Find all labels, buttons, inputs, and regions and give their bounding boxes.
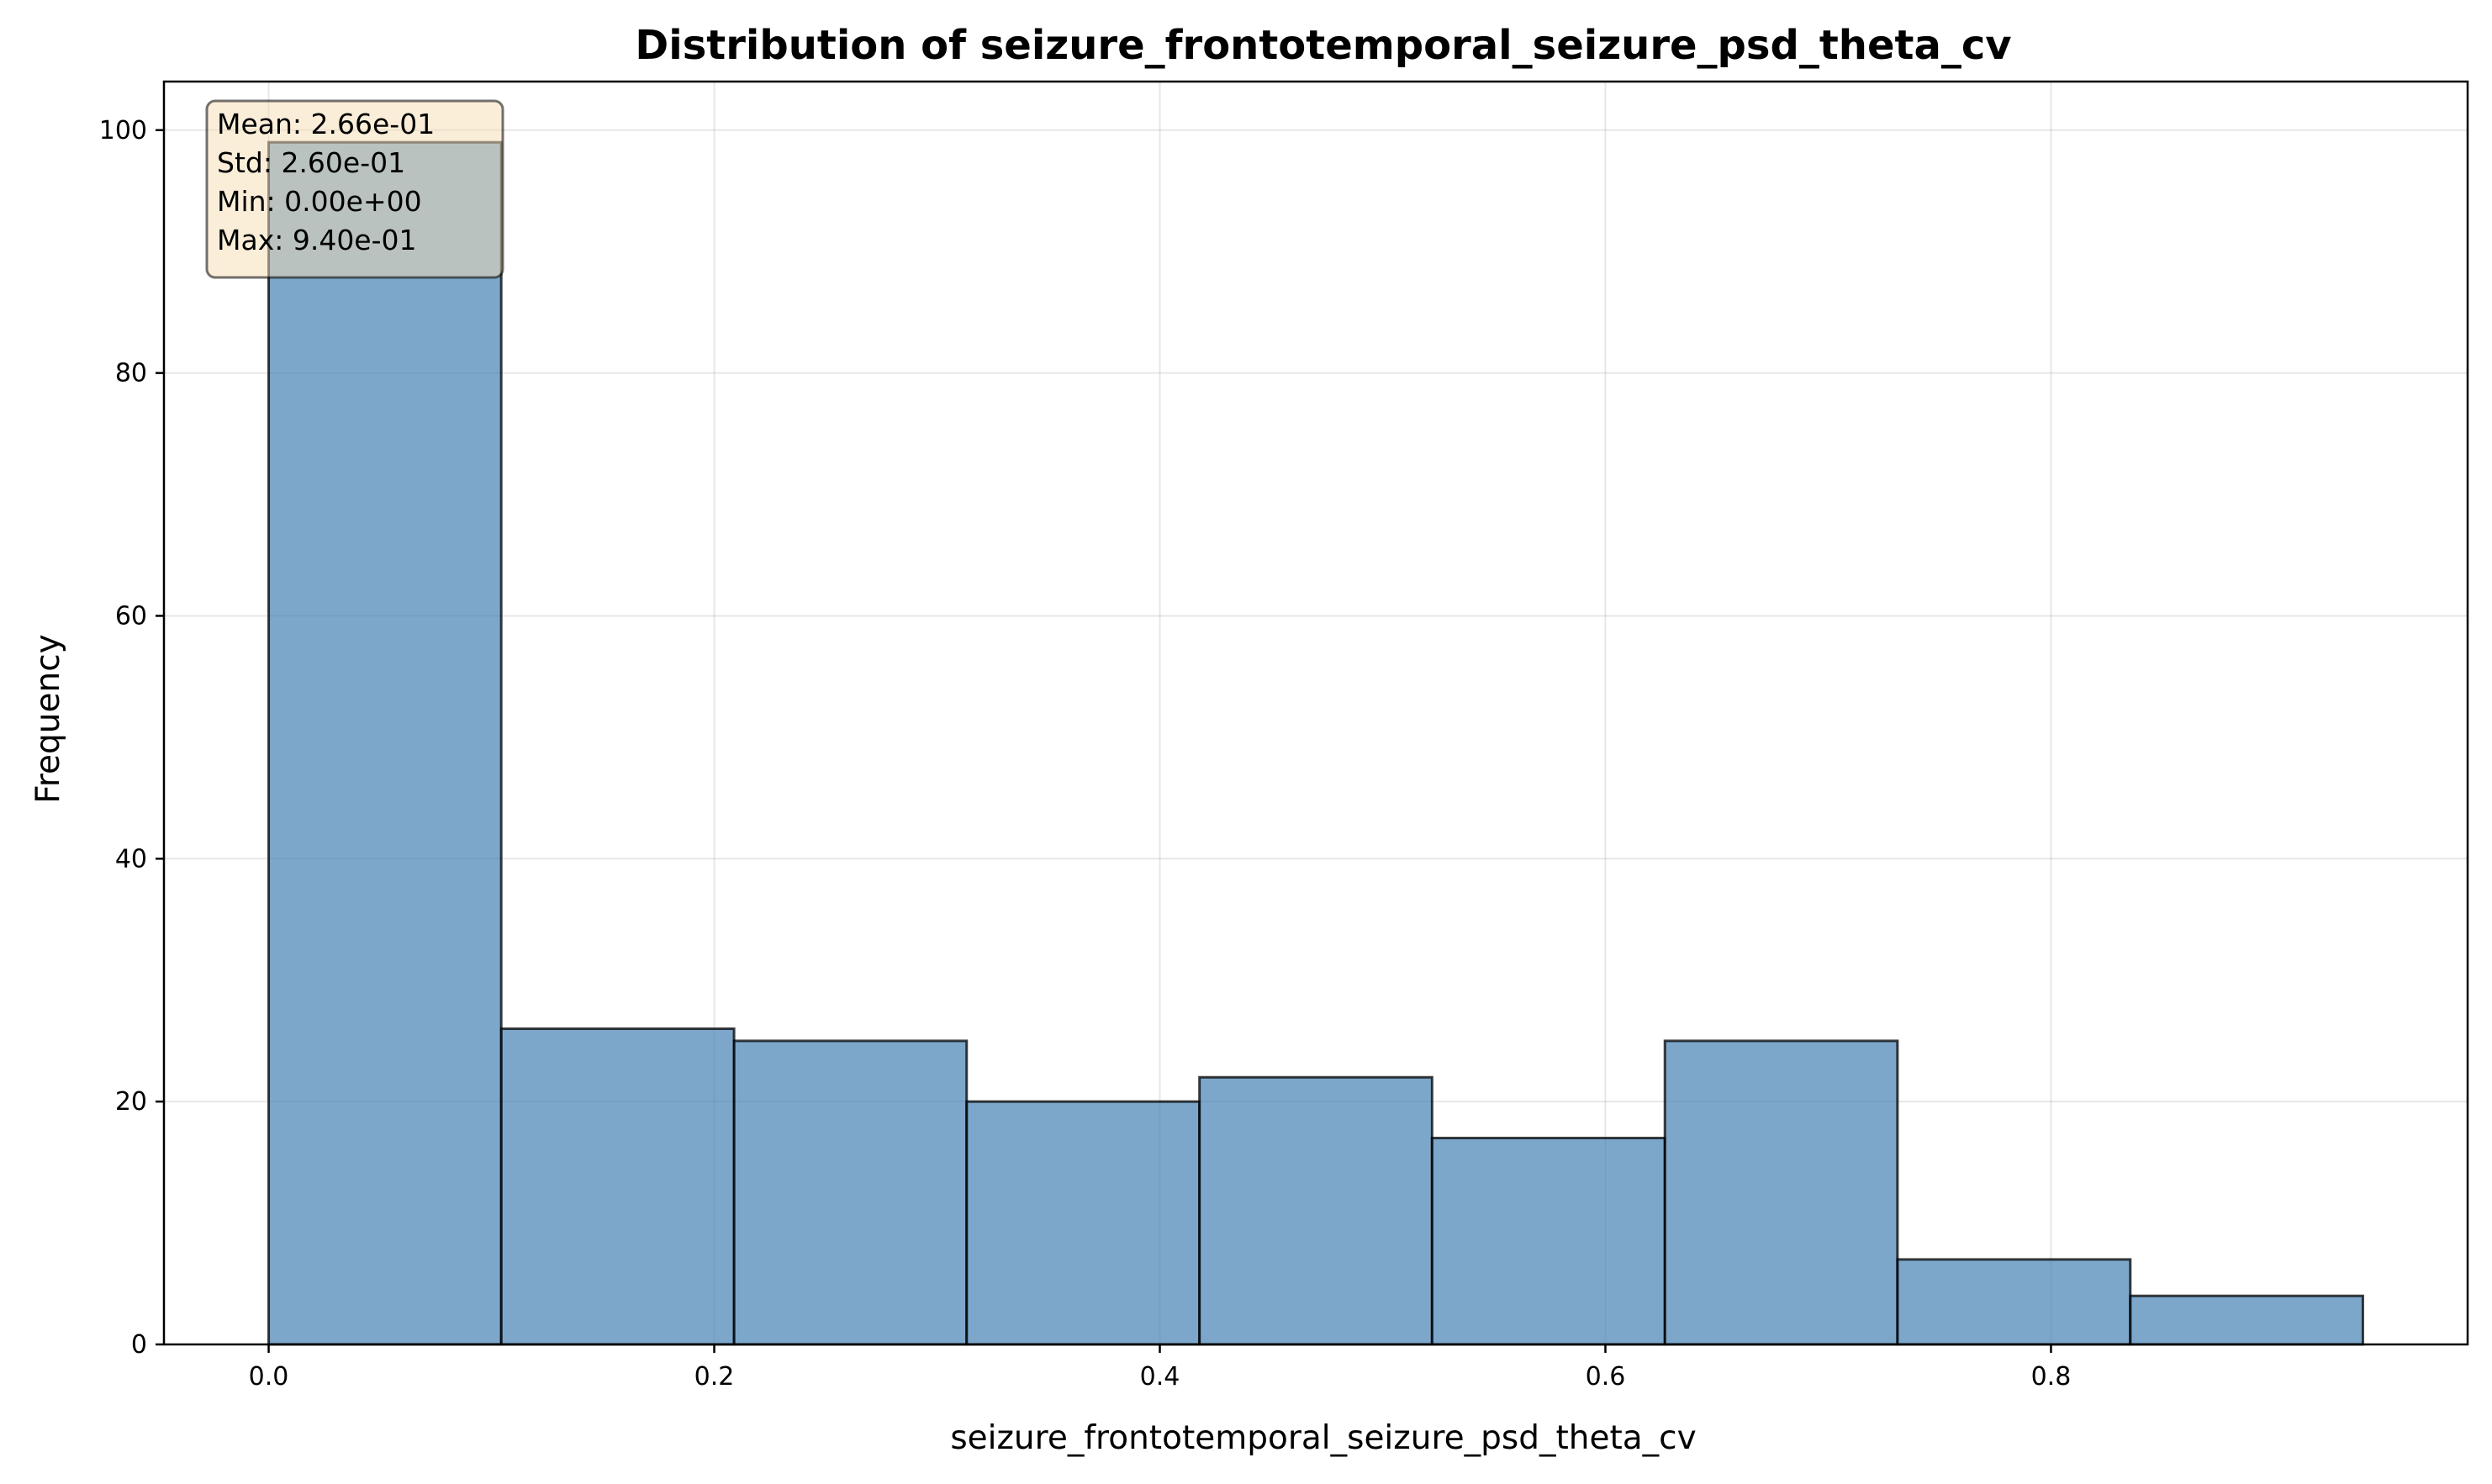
x-tick-label-1: 0.2 xyxy=(694,1362,735,1392)
stats-std: Std: 2.60e-01 xyxy=(217,146,405,179)
x-tick-label-3: 0.6 xyxy=(1586,1362,1626,1392)
x-axis-ticks: 0.0 0.2 0.4 0.6 0.8 xyxy=(249,1344,2072,1392)
histogram-bar-1 xyxy=(499,1027,736,1346)
histogram-bar-7 xyxy=(1896,1258,2132,1346)
y-axis-ticks: 0 20 40 60 80 100 xyxy=(99,116,164,1360)
y-tick-label-0: 0 xyxy=(131,1330,147,1360)
x-tick-label-0: 0.0 xyxy=(249,1362,289,1392)
histogram-bar-3 xyxy=(965,1100,1201,1346)
histogram-bar-6 xyxy=(1663,1039,1899,1346)
x-tick-label-2: 0.4 xyxy=(1140,1362,1180,1392)
x-tick-label-4: 0.8 xyxy=(2031,1362,2072,1392)
stats-mean: Mean: 2.66e-01 xyxy=(217,108,435,140)
y-tick-label-1: 20 xyxy=(115,1087,147,1117)
y-tick-label-3: 60 xyxy=(115,601,147,631)
chart-title: Distribution of seizure_frontotemporal_s… xyxy=(635,22,2011,69)
stats-box-background xyxy=(205,99,504,279)
y-tick-label-4: 80 xyxy=(115,359,147,388)
x-axis-title: seizure_frontotemporal_seizure_psd_theta… xyxy=(950,1419,1696,1457)
y-axis-title: Frequency xyxy=(29,634,67,803)
histogram-bar-4 xyxy=(1198,1075,1433,1346)
histogram-bar-0 xyxy=(267,140,503,1346)
stats-min: Min: 0.00e+00 xyxy=(217,185,422,218)
y-tick-label-5: 100 xyxy=(99,116,147,145)
histogram-bar-8 xyxy=(2129,1294,2364,1346)
stats-box: Mean: 2.66e-01 Std: 2.60e-01 Min: 0.00e+… xyxy=(205,99,504,279)
histogram-bar-5 xyxy=(1430,1136,1666,1346)
axes xyxy=(162,80,2469,1346)
histogram-bars xyxy=(267,140,2364,1346)
histogram-bar-2 xyxy=(732,1039,969,1346)
stats-max: Max: 9.40e-01 xyxy=(217,224,417,256)
axes-frame xyxy=(162,80,2469,1346)
y-tick-label-2: 40 xyxy=(115,844,147,874)
